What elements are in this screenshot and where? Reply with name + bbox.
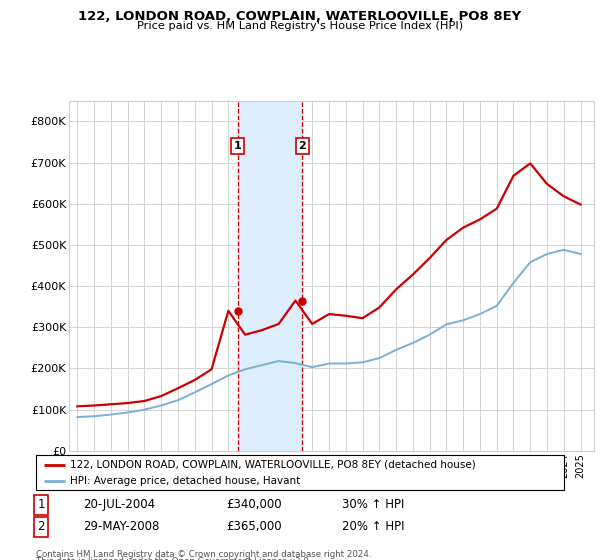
- Text: This data is licensed under the Open Government Licence v3.0.: This data is licensed under the Open Gov…: [36, 557, 311, 560]
- Text: 1: 1: [38, 498, 45, 511]
- Text: Price paid vs. HM Land Registry's House Price Index (HPI): Price paid vs. HM Land Registry's House …: [137, 21, 463, 31]
- Text: 20% ↑ HPI: 20% ↑ HPI: [342, 520, 405, 533]
- Text: 2: 2: [299, 141, 307, 151]
- Text: Contains HM Land Registry data © Crown copyright and database right 2024.: Contains HM Land Registry data © Crown c…: [36, 550, 371, 559]
- Text: 29-MAY-2008: 29-MAY-2008: [83, 520, 160, 533]
- Text: HPI: Average price, detached house, Havant: HPI: Average price, detached house, Hava…: [70, 475, 301, 486]
- Text: 122, LONDON ROAD, COWPLAIN, WATERLOOVILLE, PO8 8EY (detached house): 122, LONDON ROAD, COWPLAIN, WATERLOOVILL…: [70, 460, 476, 470]
- Text: 122, LONDON ROAD, COWPLAIN, WATERLOOVILLE, PO8 8EY: 122, LONDON ROAD, COWPLAIN, WATERLOOVILL…: [79, 10, 521, 23]
- Text: 1: 1: [233, 141, 241, 151]
- Text: 2: 2: [38, 520, 45, 533]
- Text: £365,000: £365,000: [226, 520, 282, 533]
- Text: 30% ↑ HPI: 30% ↑ HPI: [342, 498, 404, 511]
- FancyBboxPatch shape: [36, 455, 564, 490]
- Text: 20-JUL-2004: 20-JUL-2004: [83, 498, 155, 511]
- Text: £340,000: £340,000: [226, 498, 282, 511]
- Bar: [238, 101, 302, 451]
